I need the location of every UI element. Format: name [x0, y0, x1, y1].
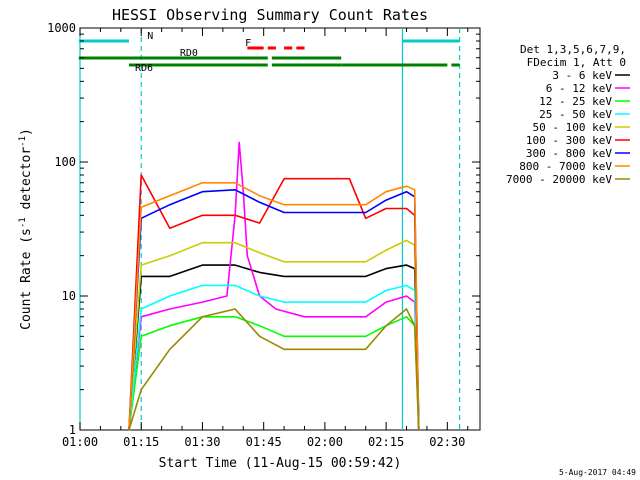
- series-line-2: [128, 141, 420, 431]
- flag-bars: N F RD0 RD6: [78, 31, 460, 74]
- x-tick-label: 01:30: [184, 435, 220, 449]
- legend-label-9: 7000 - 20000 keV: [506, 173, 612, 186]
- series-line-8: [128, 182, 420, 431]
- x-tick-label: 02:00: [307, 435, 343, 449]
- series-lines: [128, 141, 420, 431]
- legend-label-3: 12 - 25 keV: [539, 95, 612, 108]
- series-line-5: [128, 239, 420, 431]
- series-line-9: [128, 308, 420, 431]
- x-axis-label: Start Time (11-Aug-15 00:59:42): [159, 456, 402, 471]
- legend-label-6: 100 - 300 keV: [526, 134, 612, 147]
- y-tick-label: 100: [54, 155, 76, 169]
- y-axis-label-b: -1: [18, 217, 28, 228]
- legend: Det 1,3,5,6,7,9, FDecim 1, Att 0 3 - 6 k…: [506, 43, 630, 186]
- x-tick-label: 01:00: [62, 435, 98, 449]
- x-tick-label: 01:45: [246, 435, 282, 449]
- series-line-3: [128, 315, 420, 431]
- legend-label-7: 300 - 800 keV: [526, 147, 612, 160]
- legend-header-line-1: Det 1,3,5,6,7,9,: [520, 43, 626, 56]
- y-axis-label-e: ): [19, 128, 34, 136]
- chart-title: HESSI Observing Summary Count Rates: [112, 6, 428, 24]
- legend-label-5: 50 - 100 keV: [533, 121, 613, 134]
- n-flag-label: N: [147, 31, 153, 42]
- legend-label-2: 6 - 12 keV: [546, 82, 613, 95]
- legend-label-8: 800 - 7000 keV: [519, 160, 612, 173]
- series-line-6: [128, 174, 420, 431]
- vertical-markers: [79, 28, 461, 430]
- x-tick-label: 01:15: [123, 435, 159, 449]
- series-line-4: [128, 284, 420, 431]
- legend-header-line-2: FDecim 1, Att 0: [527, 56, 626, 69]
- y-tick-label: 1: [69, 423, 76, 437]
- legend-label-4: 25 - 50 keV: [539, 108, 612, 121]
- f-flag-label: F: [245, 38, 251, 49]
- y-axis-label-a: Count Rate (s: [19, 228, 34, 330]
- series-line-7: [128, 189, 420, 431]
- rd6-flag-label: RD6: [135, 63, 153, 74]
- series-line-1: [128, 264, 420, 431]
- legend-label-1: 3 - 6 keV: [552, 69, 612, 82]
- y-axis-label-d: -1: [18, 136, 28, 147]
- y-axis-label: Count Rate (s-1 detector-1): [18, 128, 34, 330]
- x-tick-label: 02:15: [368, 435, 404, 449]
- x-axis: 01:00 01:15 01:30 01:45 02:00 02:15 02:30: [62, 28, 469, 449]
- y-axis-label-c: detector: [19, 147, 34, 218]
- y-tick-label: 1000: [47, 21, 76, 35]
- footer-stamp: 5-Aug-2017 04:49: [559, 468, 636, 477]
- x-tick-label: 02:30: [429, 435, 465, 449]
- y-tick-label: 10: [62, 289, 76, 303]
- y-axis: 1 10 100 1000: [47, 21, 480, 437]
- rd0-flag-label: RD0: [180, 48, 198, 59]
